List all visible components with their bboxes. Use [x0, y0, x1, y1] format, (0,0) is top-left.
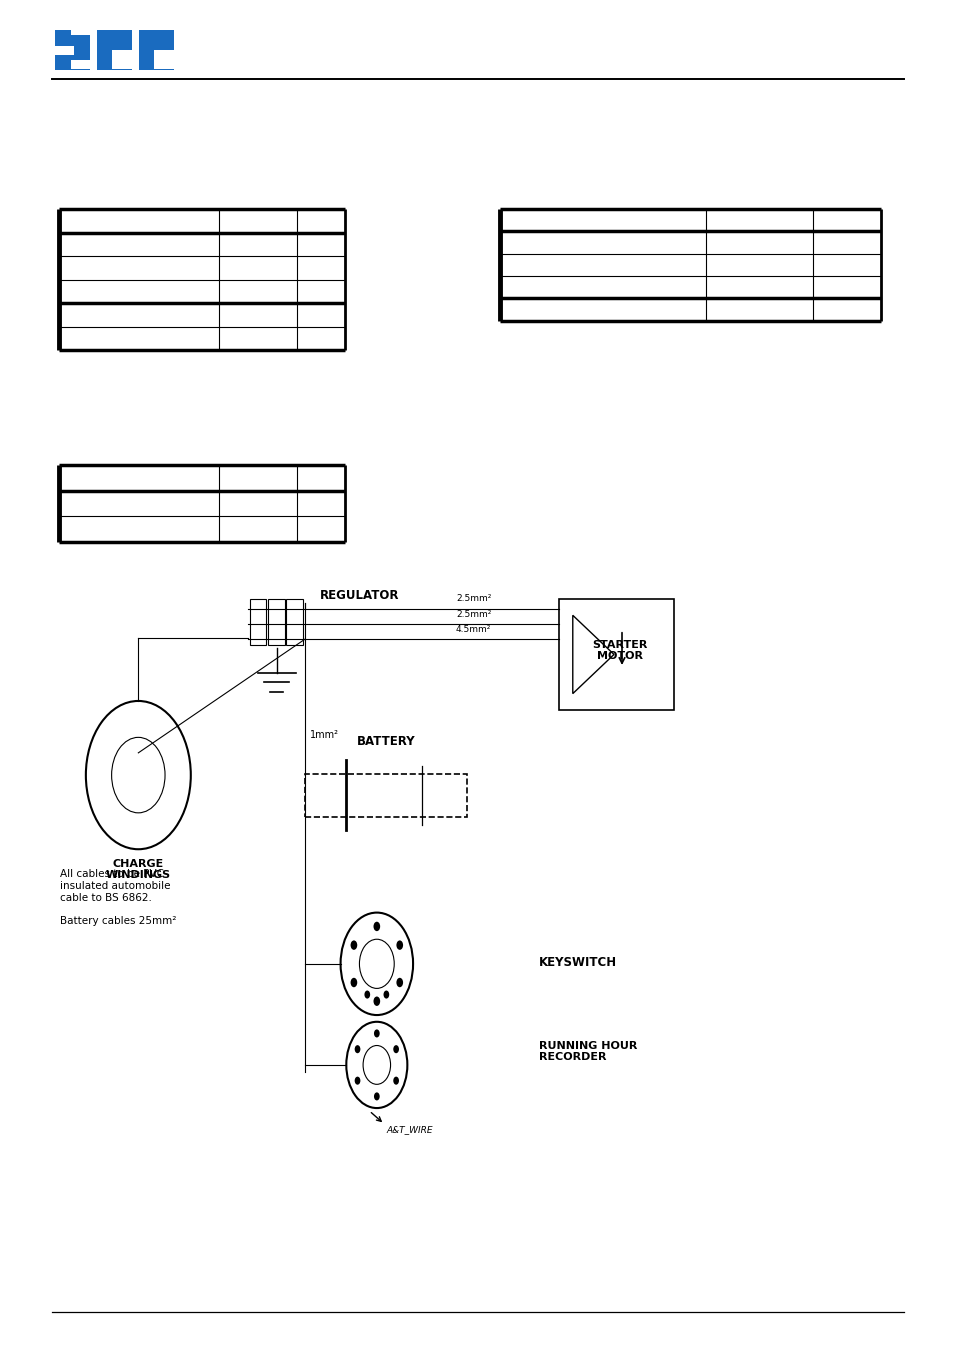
- Text: 1mm²: 1mm²: [310, 729, 338, 740]
- Text: 2.5mm²: 2.5mm²: [456, 594, 491, 604]
- Bar: [71, 61, 90, 69]
- Circle shape: [374, 922, 379, 931]
- Text: 2.5mm²: 2.5mm²: [456, 609, 491, 619]
- Circle shape: [396, 977, 403, 987]
- Text: BATTERY: BATTERY: [356, 735, 416, 748]
- Circle shape: [393, 1077, 398, 1085]
- Circle shape: [350, 977, 356, 987]
- Text: RUNNING HOUR
RECORDER: RUNNING HOUR RECORDER: [538, 1041, 637, 1062]
- Circle shape: [393, 1045, 398, 1053]
- Circle shape: [355, 1045, 360, 1053]
- Bar: [139, 30, 173, 70]
- Circle shape: [374, 1030, 379, 1038]
- Circle shape: [374, 1092, 379, 1100]
- Text: STARTER
MOTOR: STARTER MOTOR: [592, 639, 647, 662]
- Circle shape: [374, 996, 379, 1006]
- Bar: [558, 599, 673, 710]
- Text: A&T_WIRE: A&T_WIRE: [387, 1126, 433, 1135]
- Bar: [250, 599, 266, 646]
- Text: CHARGE
WINDINGS: CHARGE WINDINGS: [106, 859, 171, 880]
- Circle shape: [350, 941, 356, 950]
- Bar: [71, 26, 90, 35]
- Text: REGULATOR: REGULATOR: [319, 589, 398, 603]
- Bar: [286, 599, 302, 646]
- Text: 4.5mm²: 4.5mm²: [456, 624, 491, 634]
- Circle shape: [364, 991, 370, 999]
- Bar: [97, 30, 132, 70]
- Text: KEYSWITCH: KEYSWITCH: [538, 956, 617, 969]
- Circle shape: [383, 991, 389, 999]
- Bar: [55, 30, 90, 70]
- Text: All cables to be PVC
insulated automobile
cable to BS 6862.

Battery cables 25mm: All cables to be PVC insulated automobil…: [60, 869, 176, 926]
- Bar: [305, 774, 467, 817]
- Bar: [268, 599, 284, 646]
- Circle shape: [355, 1077, 360, 1085]
- Bar: [112, 50, 132, 69]
- Bar: [153, 50, 173, 69]
- Bar: [55, 46, 74, 55]
- Circle shape: [396, 941, 403, 950]
